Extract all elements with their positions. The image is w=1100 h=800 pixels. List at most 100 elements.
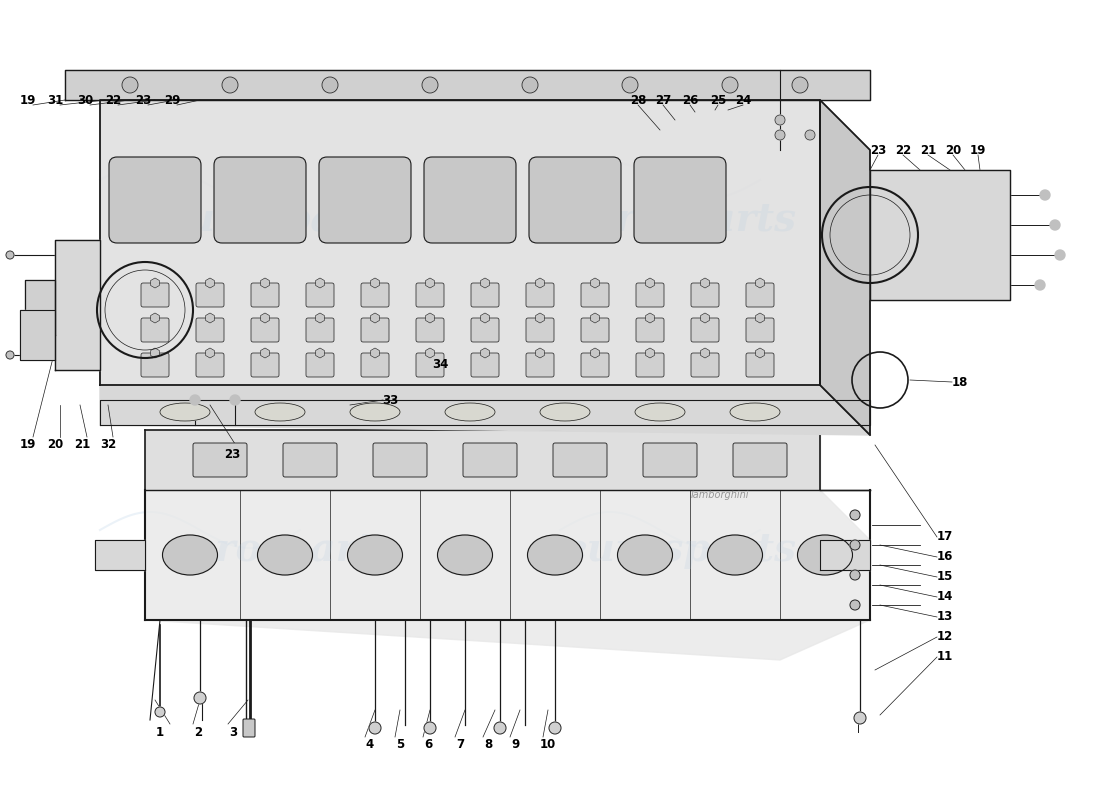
Circle shape [122, 77, 138, 93]
Text: 16: 16 [937, 550, 954, 563]
Circle shape [1040, 190, 1050, 200]
Text: eurosparts: eurosparts [563, 201, 798, 239]
FancyBboxPatch shape [306, 283, 334, 307]
FancyBboxPatch shape [251, 353, 279, 377]
Polygon shape [145, 490, 870, 660]
Circle shape [1035, 280, 1045, 290]
Text: 29: 29 [164, 94, 180, 106]
Text: 19: 19 [970, 143, 987, 157]
FancyBboxPatch shape [471, 283, 499, 307]
Text: lamborghini: lamborghini [691, 490, 749, 500]
FancyBboxPatch shape [361, 353, 389, 377]
Text: 19: 19 [20, 94, 36, 106]
FancyBboxPatch shape [141, 283, 169, 307]
FancyBboxPatch shape [192, 443, 248, 477]
FancyBboxPatch shape [196, 318, 224, 342]
FancyBboxPatch shape [634, 157, 726, 243]
FancyBboxPatch shape [526, 353, 554, 377]
Text: 13: 13 [937, 610, 953, 623]
FancyBboxPatch shape [529, 157, 622, 243]
Circle shape [230, 395, 240, 405]
Circle shape [776, 115, 785, 125]
Polygon shape [25, 280, 55, 335]
Circle shape [722, 77, 738, 93]
FancyBboxPatch shape [746, 283, 774, 307]
Ellipse shape [798, 535, 852, 575]
FancyBboxPatch shape [553, 443, 607, 477]
Text: 17: 17 [937, 530, 953, 543]
Text: 22: 22 [895, 143, 911, 157]
Text: eurosparts: eurosparts [163, 201, 397, 239]
Circle shape [776, 130, 785, 140]
Text: 28: 28 [630, 94, 646, 106]
FancyBboxPatch shape [733, 443, 786, 477]
Text: 31: 31 [47, 94, 63, 106]
Text: 1: 1 [156, 726, 164, 738]
Ellipse shape [255, 403, 305, 421]
Polygon shape [95, 540, 145, 570]
Circle shape [850, 510, 860, 520]
FancyBboxPatch shape [746, 318, 774, 342]
Circle shape [850, 600, 860, 610]
Text: 12: 12 [937, 630, 953, 643]
Circle shape [522, 77, 538, 93]
FancyBboxPatch shape [361, 318, 389, 342]
FancyBboxPatch shape [319, 157, 411, 243]
Text: 24: 24 [735, 94, 751, 106]
Circle shape [222, 77, 238, 93]
FancyBboxPatch shape [416, 283, 444, 307]
Text: 23: 23 [135, 94, 151, 106]
Text: 23: 23 [224, 449, 240, 462]
Ellipse shape [730, 403, 780, 421]
Ellipse shape [257, 535, 312, 575]
Circle shape [549, 722, 561, 734]
FancyBboxPatch shape [644, 443, 697, 477]
Text: 7: 7 [455, 738, 464, 751]
Circle shape [6, 351, 14, 359]
Polygon shape [820, 540, 870, 570]
FancyBboxPatch shape [471, 318, 499, 342]
FancyBboxPatch shape [636, 283, 664, 307]
Polygon shape [65, 70, 870, 100]
FancyBboxPatch shape [196, 353, 224, 377]
Circle shape [850, 540, 860, 550]
Text: 30: 30 [77, 94, 94, 106]
Text: eurosparts: eurosparts [163, 531, 397, 569]
Text: 6: 6 [424, 738, 432, 751]
Ellipse shape [540, 403, 590, 421]
Text: 15: 15 [937, 570, 954, 583]
Circle shape [194, 692, 206, 704]
Text: 14: 14 [937, 590, 954, 603]
FancyBboxPatch shape [416, 318, 444, 342]
Circle shape [792, 77, 808, 93]
Text: 20: 20 [47, 438, 63, 451]
Text: 18: 18 [952, 375, 968, 389]
FancyBboxPatch shape [636, 353, 664, 377]
Text: 5: 5 [396, 738, 404, 751]
FancyBboxPatch shape [251, 283, 279, 307]
Polygon shape [870, 170, 1010, 300]
FancyBboxPatch shape [424, 157, 516, 243]
FancyBboxPatch shape [636, 318, 664, 342]
Circle shape [424, 722, 436, 734]
Polygon shape [100, 100, 820, 385]
FancyBboxPatch shape [283, 443, 337, 477]
FancyBboxPatch shape [141, 353, 169, 377]
FancyBboxPatch shape [526, 318, 554, 342]
Ellipse shape [348, 535, 403, 575]
Circle shape [854, 712, 866, 724]
FancyBboxPatch shape [373, 443, 427, 477]
Text: 23: 23 [870, 143, 887, 157]
FancyBboxPatch shape [243, 719, 255, 737]
FancyBboxPatch shape [746, 353, 774, 377]
FancyBboxPatch shape [526, 283, 554, 307]
Polygon shape [20, 310, 55, 360]
Text: 8: 8 [484, 738, 492, 751]
Circle shape [621, 77, 638, 93]
Circle shape [1055, 250, 1065, 260]
Text: 34: 34 [432, 358, 448, 371]
Text: 27: 27 [654, 94, 671, 106]
FancyBboxPatch shape [196, 283, 224, 307]
FancyBboxPatch shape [361, 283, 389, 307]
Ellipse shape [160, 403, 210, 421]
